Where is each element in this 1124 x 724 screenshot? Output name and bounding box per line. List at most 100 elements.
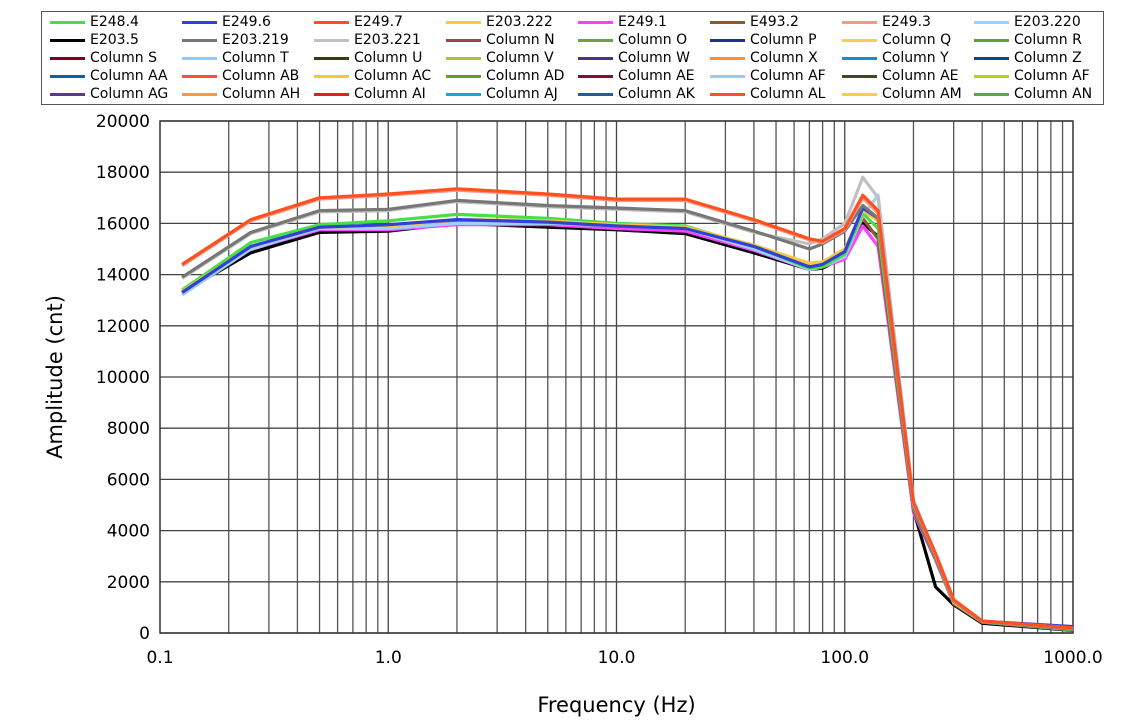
series-line-E249-7 [181, 187, 1074, 630]
legend-label: Column AD [486, 68, 565, 84]
legend-swatch [710, 20, 745, 24]
legend-item: Column O [578, 31, 687, 49]
legend-item: E249.1 [578, 13, 667, 31]
legend-label: Column AM [882, 86, 962, 102]
legend-item: E493.2 [710, 13, 799, 31]
legend-swatch [182, 74, 217, 78]
legend-label: Column AE [618, 68, 695, 84]
x-tick-label: 10.0 [598, 648, 636, 668]
legend-label: Column AL [750, 86, 826, 102]
legend-label: E203.219 [222, 32, 289, 48]
legend-item: E249.3 [842, 13, 931, 31]
y-tick-label: 20000 [96, 112, 150, 132]
legend-item: Column AC [314, 67, 431, 85]
x-tick-label: 1.0 [375, 648, 402, 668]
y-tick-label: 18000 [96, 163, 150, 183]
legend-swatch [50, 92, 85, 96]
legend-label: Column AN [1014, 86, 1093, 102]
legend-item: Column AJ [446, 85, 558, 103]
y-tick-label: 14000 [96, 266, 150, 286]
x-tick-label: 0.1 [146, 648, 173, 668]
legend-item: E249.6 [182, 13, 271, 31]
y-axis-label: Amplitude (cnt) [43, 295, 67, 459]
y-tick-label: 4000 [107, 522, 150, 542]
legend-label: Column R [1014, 32, 1082, 48]
legend-label: Column AB [222, 68, 300, 84]
legend-swatch [314, 74, 349, 78]
legend-label: Column AA [90, 68, 168, 84]
legend-item: Column Q [842, 31, 951, 49]
legend-swatch [446, 92, 481, 96]
legend-label: Column AE [882, 68, 959, 84]
legend-label: E203.222 [486, 14, 553, 30]
legend-label: E203.221 [354, 32, 421, 48]
legend-item: Column S [50, 49, 157, 67]
legend-item: Column AG [50, 85, 168, 103]
legend-swatch [974, 92, 1009, 96]
y-tick-label: 8000 [107, 419, 150, 439]
legend-item: Column AF [974, 67, 1090, 85]
legend-swatch [182, 56, 217, 60]
legend-item: Column AE [578, 67, 695, 85]
legend-label: Column O [618, 32, 688, 48]
x-axis-label: Frequency (Hz) [537, 693, 695, 717]
legend-swatch [446, 38, 481, 42]
legend-label: Column AF [1014, 68, 1090, 84]
legend-label: E249.7 [354, 14, 403, 30]
legend-swatch [314, 20, 349, 24]
legend-label: E203.5 [90, 32, 139, 48]
legend-label: Column W [618, 50, 690, 66]
legend-label: E249.1 [618, 14, 667, 30]
legend-swatch [710, 38, 745, 42]
legend-swatch [314, 92, 349, 96]
y-tick-label: 2000 [107, 573, 150, 593]
legend-item: Column AE [842, 67, 959, 85]
legend-item: Column V [446, 49, 554, 67]
y-tick-label: 12000 [96, 317, 150, 337]
legend-swatch [578, 56, 613, 60]
legend-swatch [578, 20, 613, 24]
y-tick-label: 16000 [96, 214, 150, 234]
legend-swatch [50, 38, 85, 42]
legend-swatch [842, 38, 877, 42]
legend-label: Column Y [882, 50, 949, 66]
legend-item: Column U [314, 49, 422, 67]
legend-item: Column AF [710, 67, 826, 85]
legend-swatch [446, 20, 481, 24]
legend-label: Column AC [354, 68, 432, 84]
legend-swatch [974, 56, 1009, 60]
legend-item: Column AI [314, 85, 426, 103]
legend-swatch [710, 56, 745, 60]
legend-label: Column S [90, 50, 157, 66]
legend-swatch [182, 20, 217, 24]
legend-label: Column AH [222, 86, 301, 102]
legend-item: E203.222 [446, 13, 553, 31]
legend-item: Column AH [182, 85, 300, 103]
legend-label: E249.6 [222, 14, 271, 30]
legend-swatch [842, 74, 877, 78]
legend-label: Column P [750, 32, 817, 48]
legend-swatch [710, 92, 745, 96]
legend-label: Column AJ [486, 86, 558, 102]
legend-label: Column AF [750, 68, 826, 84]
legend-swatch [50, 74, 85, 78]
legend-swatch [842, 56, 877, 60]
legend-swatch [842, 20, 877, 24]
legend-swatch [446, 74, 481, 78]
legend-item: E203.5 [50, 31, 139, 49]
legend-item: Column R [974, 31, 1082, 49]
legend-item: Column AA [50, 67, 168, 85]
legend-swatch [182, 38, 217, 42]
x-tick-label: 100.0 [820, 648, 869, 668]
y-tick-label: 0 [139, 624, 150, 644]
legend-item: Column P [710, 31, 817, 49]
y-tick-label: 6000 [107, 470, 150, 490]
legend-label: Column AK [618, 86, 695, 102]
legend-swatch [710, 74, 745, 78]
legend-label: Column N [486, 32, 555, 48]
legend-item: Column AM [842, 85, 962, 103]
legend-item: Column N [446, 31, 555, 49]
legend-swatch [974, 20, 1009, 24]
legend-swatch [314, 56, 349, 60]
